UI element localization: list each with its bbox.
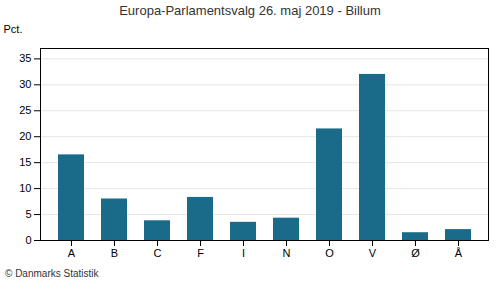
svg-text:V: V (369, 247, 377, 259)
html-text:© Danmarks Statistik: © Danmarks Statistik (5, 268, 99, 279)
svg-text:5: 5 (25, 208, 31, 220)
svg-text:Pct.: Pct. (4, 23, 23, 35)
svg-text:20: 20 (19, 130, 31, 142)
svg-text:B: B (111, 247, 118, 259)
svg-text:A: A (68, 247, 76, 259)
svg-text:N: N (283, 247, 291, 259)
svg-text:35: 35 (19, 52, 31, 64)
svg-text:Ø: Ø (411, 247, 420, 259)
svg-text:0: 0 (25, 234, 31, 246)
svg-text:30: 30 (19, 78, 31, 90)
html-text:Europa-Parlamentsvalg 26. maj: Europa-Parlamentsvalg 26. maj 2019 - Bil… (119, 3, 381, 18)
svg-text:Å: Å (455, 247, 463, 259)
svg-text:O: O (325, 247, 334, 259)
svg-text:15: 15 (19, 156, 31, 168)
svg-text:F: F (197, 247, 204, 259)
svg-text:10: 10 (19, 182, 31, 194)
svg-text:C: C (154, 247, 162, 259)
svg-text:25: 25 (19, 104, 31, 116)
svg-text:I: I (242, 247, 245, 259)
